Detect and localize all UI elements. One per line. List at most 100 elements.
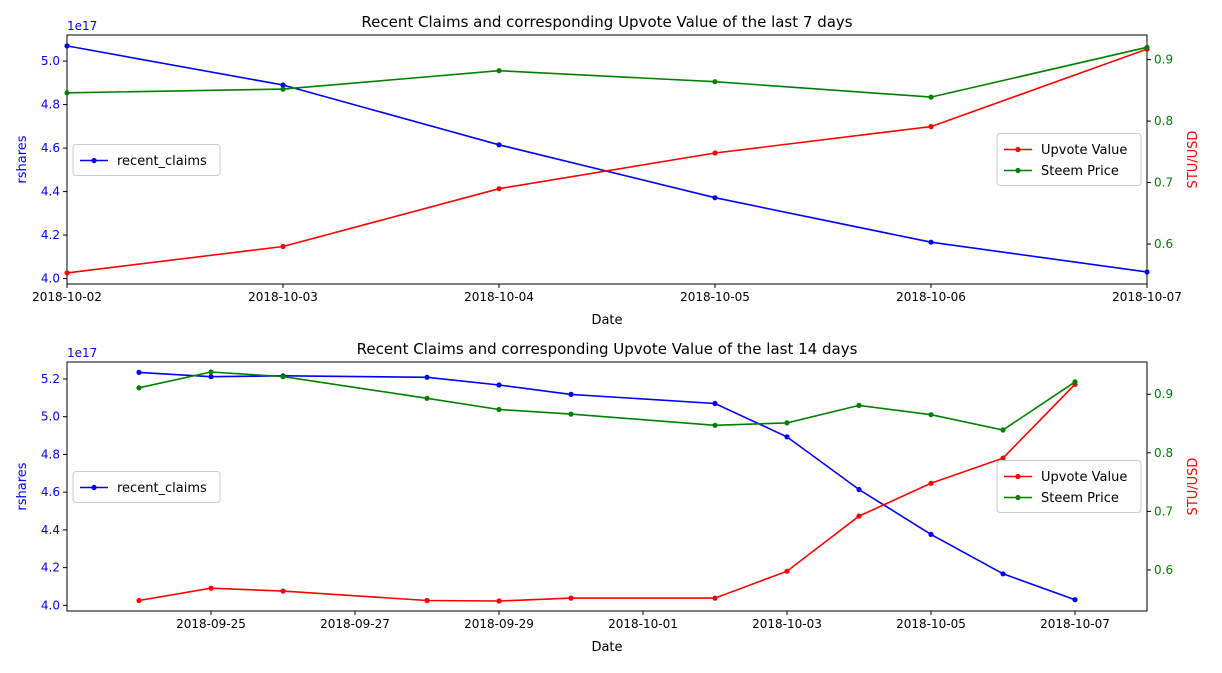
legend-label-steem-price: Steem Price <box>1041 491 1119 506</box>
data-point-recent-claims <box>928 531 934 538</box>
y-left-tick-label: 4.2 <box>41 228 60 242</box>
data-point-upvote-value <box>280 243 286 250</box>
plot-frame <box>66 361 1148 612</box>
y-left-axis-label: rshares <box>15 135 30 183</box>
data-point-upvote-value <box>64 270 70 276</box>
data-point-steem-price <box>1144 44 1150 50</box>
x-tick-label: 2018-10-01 <box>608 617 678 631</box>
x-tick-label: 2018-10-02 <box>32 290 102 304</box>
series-line-steem-price <box>138 371 1076 431</box>
data-point-steem-price <box>136 385 142 391</box>
data-point-steem-price <box>928 412 934 418</box>
data-point-upvote-value <box>928 480 934 486</box>
legend-marker-upvote-value <box>1015 146 1021 153</box>
chart-2: Recent Claims and corresponding Upvote V… <box>15 340 1201 655</box>
data-point-upvote-value <box>280 588 286 594</box>
data-point-upvote-value <box>208 585 214 591</box>
data-point-upvote-value <box>712 595 718 601</box>
data-point-recent-claims <box>1144 269 1150 275</box>
x-tick-label: 2018-10-03 <box>752 617 822 631</box>
x-axis-label: Date <box>591 640 622 655</box>
legend-marker-steem-price <box>1015 494 1021 501</box>
y-right-tick-label: 0.9 <box>1154 53 1173 67</box>
y-left-tick-label: 4.0 <box>41 598 60 612</box>
y-left-tick-label: 4.0 <box>41 272 60 286</box>
data-point-steem-price <box>1072 379 1078 385</box>
data-point-steem-price <box>856 402 862 408</box>
data-point-upvote-value <box>568 595 574 601</box>
data-point-recent-claims <box>1072 597 1078 603</box>
legend-label-upvote-value: Upvote Value <box>1041 143 1127 158</box>
legend-label-upvote-value: Upvote Value <box>1041 470 1127 485</box>
data-point-upvote-value <box>136 597 142 604</box>
data-point-steem-price <box>64 90 70 96</box>
data-point-recent-claims <box>568 391 574 397</box>
x-axis-label: Date <box>591 313 622 328</box>
data-point-steem-price <box>496 406 502 413</box>
legend-box <box>72 144 221 176</box>
series-line-recent-claims <box>66 45 1148 273</box>
legend-marker-steem-price <box>1015 167 1021 174</box>
data-point-steem-price <box>424 395 430 401</box>
data-point-upvote-value <box>496 598 502 604</box>
x-tick-label: 2018-10-04 <box>464 290 534 304</box>
y-right-axis-label: STU/USD <box>1186 131 1201 189</box>
x-tick-label: 2018-10-03 <box>248 290 318 304</box>
y-left-tick-label: 4.6 <box>41 485 60 499</box>
data-point-upvote-value <box>424 597 430 604</box>
y-left-tick-label: 4.6 <box>41 141 60 155</box>
legend-label-steem-price: Steem Price <box>1041 164 1119 179</box>
data-point-recent-claims <box>712 195 718 201</box>
x-tick-label: 2018-10-05 <box>896 617 966 631</box>
data-point-recent-claims <box>424 374 430 380</box>
y-left-tick-label: 5.2 <box>41 372 60 386</box>
x-tick-label: 2018-09-25 <box>176 617 246 631</box>
data-point-steem-price <box>208 369 214 375</box>
chart-title: Recent Claims and corresponding Upvote V… <box>361 13 852 31</box>
data-point-steem-price <box>712 422 718 428</box>
data-point-steem-price <box>496 68 502 74</box>
y-right-axis-label: STU/USD <box>1186 458 1201 516</box>
data-point-steem-price <box>712 79 718 85</box>
data-point-recent-claims <box>1000 571 1006 577</box>
legend-box <box>996 460 1142 513</box>
legend-box <box>996 133 1142 186</box>
chart-title: Recent Claims and corresponding Upvote V… <box>357 340 858 358</box>
legend-box <box>72 471 221 503</box>
y-right-tick-label: 0.8 <box>1154 446 1173 460</box>
series-line-upvote-value <box>66 48 1148 274</box>
y-left-tick-label: 4.4 <box>41 185 60 199</box>
x-tick-label: 2018-10-07 <box>1040 617 1110 631</box>
data-point-upvote-value <box>1000 455 1006 461</box>
y-left-tick-label: 4.2 <box>41 561 60 575</box>
series-line-steem-price <box>66 46 1148 98</box>
data-point-steem-price <box>784 420 790 426</box>
legend-label-recent-claims: recent_claims <box>117 154 207 169</box>
data-point-recent-claims <box>64 43 70 49</box>
data-point-recent-claims <box>712 400 718 407</box>
legend: Upvote Value Steem Price <box>996 460 1142 513</box>
y-right-tick-label: 0.6 <box>1154 237 1173 251</box>
data-point-steem-price <box>568 411 574 417</box>
y-right-tick-label: 0.9 <box>1154 387 1173 401</box>
y-left-tick-label: 5.0 <box>41 410 60 424</box>
chart-1: Recent Claims and corresponding Upvote V… <box>15 13 1201 328</box>
legend: Upvote Value Steem Price <box>996 133 1142 186</box>
series-line-upvote-value <box>138 383 1076 602</box>
data-point-upvote-value <box>496 186 502 192</box>
series-line-recent-claims <box>138 371 1076 601</box>
y-left-multiplier: 1e17 <box>67 346 97 360</box>
data-point-recent-claims <box>208 374 214 380</box>
data-point-recent-claims <box>928 239 934 245</box>
legend-label-recent-claims: recent_claims <box>117 481 207 496</box>
data-point-steem-price <box>1000 427 1006 433</box>
x-tick-label: 2018-10-07 <box>1112 290 1182 304</box>
y-left-multiplier: 1e17 <box>67 19 97 33</box>
y-left-tick-label: 5.0 <box>41 54 60 68</box>
y-left-tick-label: 4.8 <box>41 447 60 461</box>
data-point-recent-claims <box>496 382 502 388</box>
data-point-recent-claims <box>280 82 286 88</box>
x-tick-label: 2018-09-29 <box>464 617 534 631</box>
